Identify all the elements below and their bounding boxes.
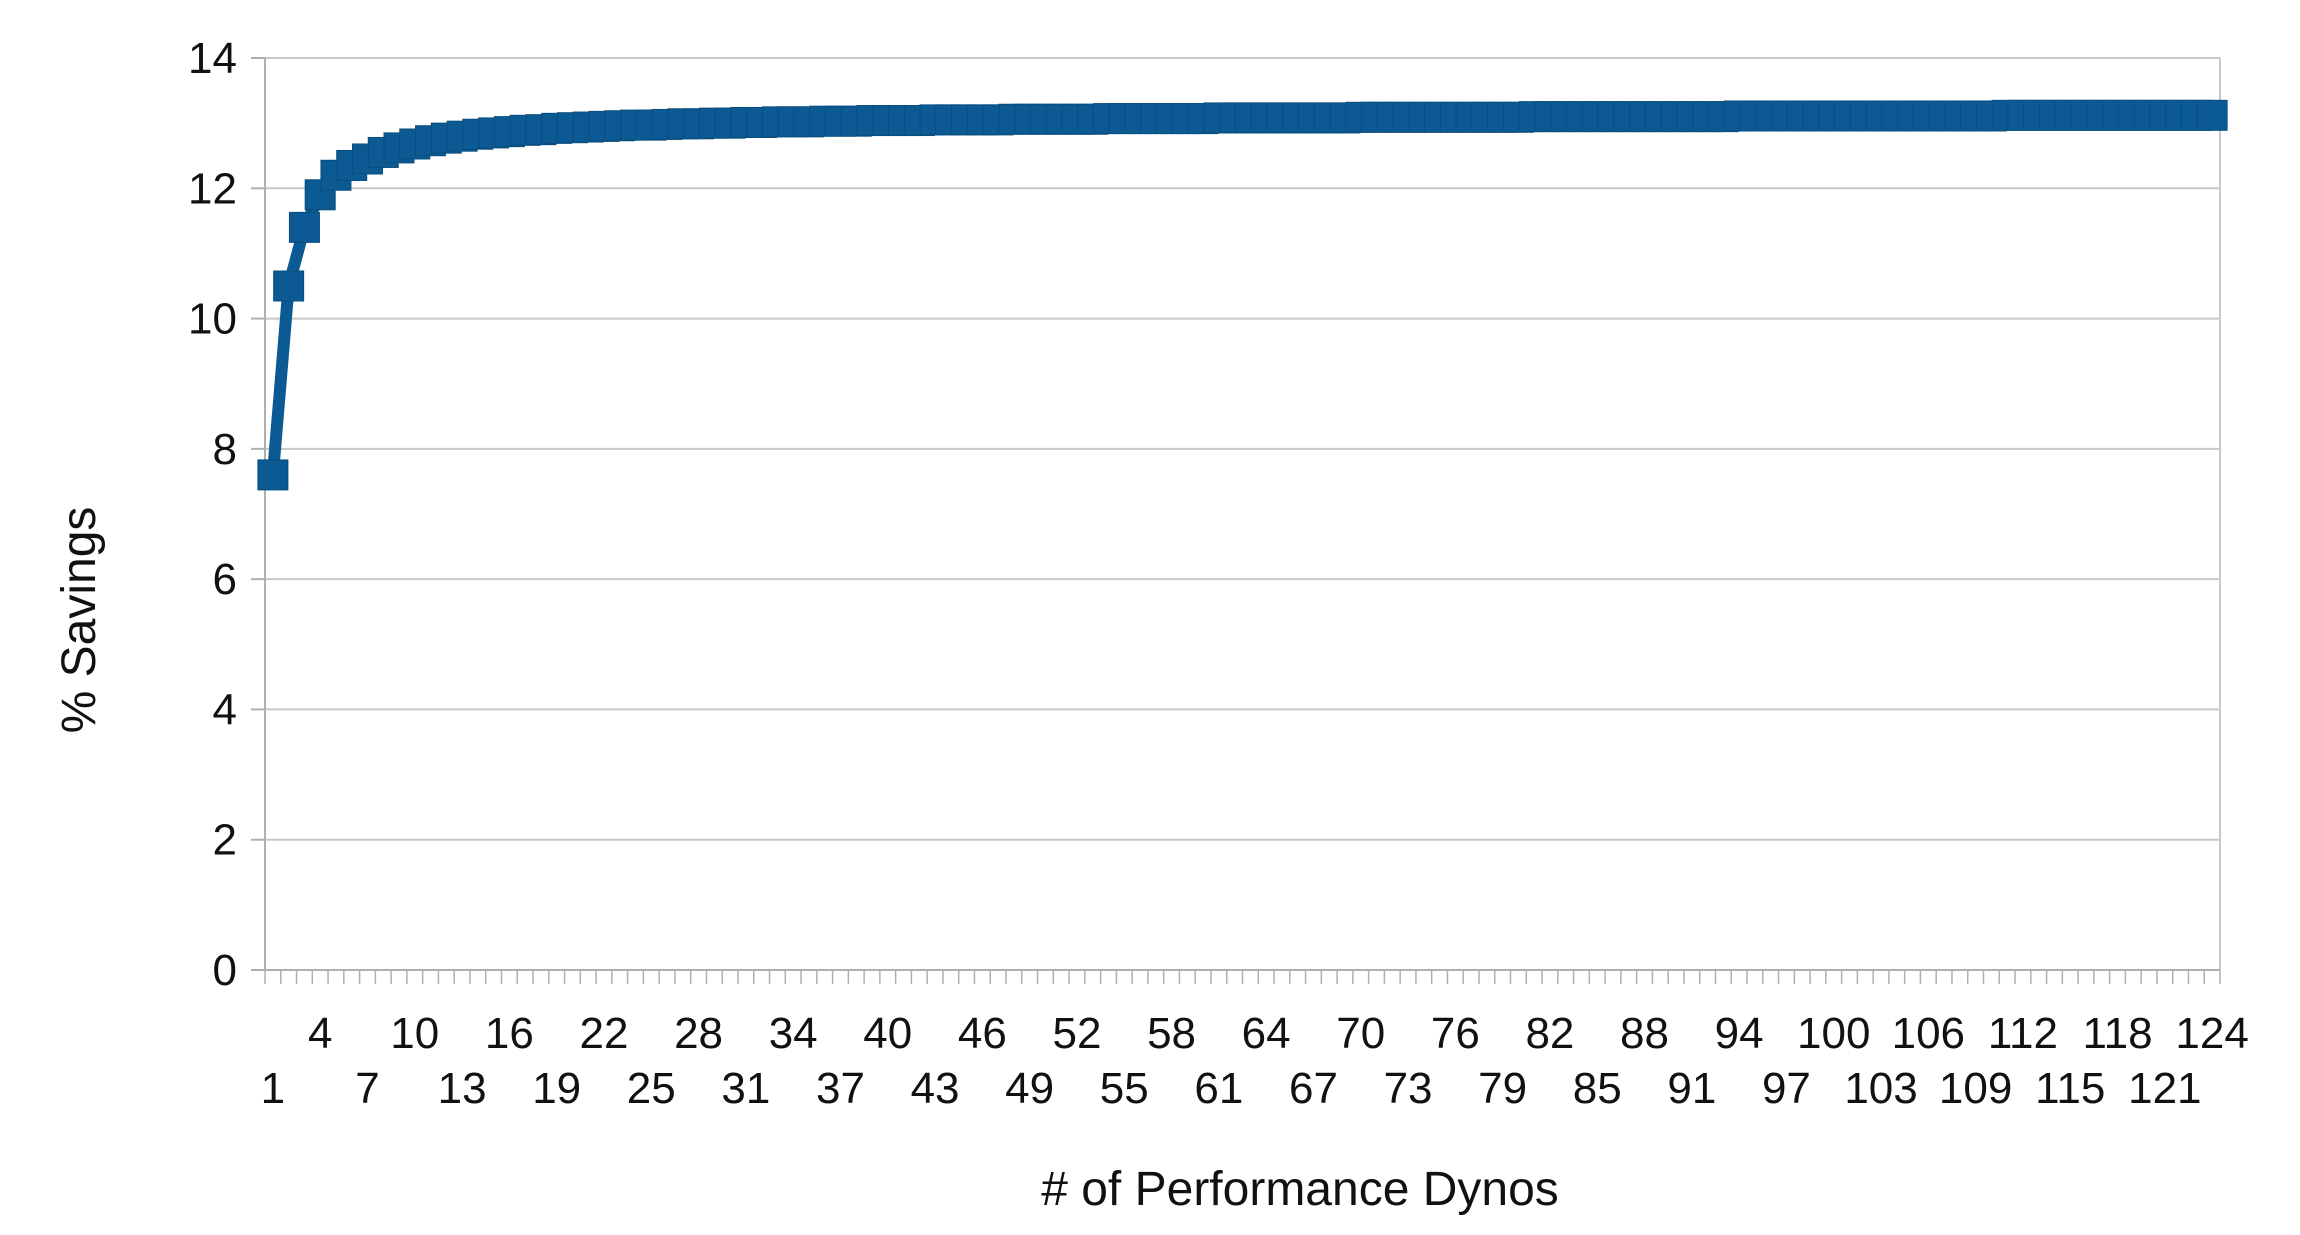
x-tick-label-25: 25 — [627, 1064, 676, 1113]
x-tick-label-58: 58 — [1147, 1009, 1196, 1058]
x-tick-label-40: 40 — [863, 1009, 912, 1058]
x-tick-label-91: 91 — [1667, 1064, 1716, 1113]
data-point-3 — [288, 211, 320, 243]
x-tick-label-49: 49 — [1005, 1064, 1054, 1113]
x-tick-label-85: 85 — [1573, 1064, 1622, 1113]
y-axis-title: % Savings — [53, 507, 106, 734]
x-tick-label-118: 118 — [2082, 1009, 2152, 1058]
x-tick-label-94: 94 — [1715, 1009, 1764, 1058]
x-tick-label-103: 103 — [1844, 1064, 1917, 1113]
x-tick-label-109: 109 — [1939, 1064, 2012, 1113]
x-tick-label-43: 43 — [911, 1064, 960, 1113]
x-tick-labels: 4 10 16 22 28 34 40 46 52 58 64 70 76 82 88 94 100 106 112… — [261, 1009, 2249, 1113]
gridlines — [251, 57, 2220, 971]
y-tick-label-14: 14 — [188, 34, 237, 83]
y-tick-label-10: 10 — [188, 295, 237, 344]
x-tick-label-124: 124 — [2175, 1009, 2248, 1058]
x-tick-label-37: 37 — [816, 1064, 865, 1113]
x-tick-label-28: 28 — [674, 1009, 723, 1058]
axes — [264, 58, 2221, 984]
x-tick-label-31: 31 — [721, 1064, 770, 1113]
x-tick-label-55: 55 — [1100, 1064, 1149, 1113]
x-tick-label-16: 16 — [485, 1009, 534, 1058]
x-tick-label-70: 70 — [1336, 1009, 1385, 1058]
x-tick-label-7: 7 — [355, 1064, 379, 1113]
x-tick-label-67: 67 — [1289, 1064, 1338, 1113]
y-tick-label-2: 2 — [213, 816, 237, 865]
x-tick-label-97: 97 — [1762, 1064, 1811, 1113]
y-tick-label-8: 8 — [213, 425, 237, 474]
x-axis-title: # of Performance Dynos — [1041, 1163, 1559, 1216]
x-tick-label-121: 121 — [2128, 1064, 2201, 1113]
x-tick-label-82: 82 — [1525, 1009, 1574, 1058]
y-tick-labels: 0 2 4 6 8 10 12 14 — [188, 34, 237, 995]
series-line — [266, 109, 2219, 481]
y-tick-label-4: 4 — [213, 685, 237, 734]
x-tick-label-112: 112 — [1988, 1009, 2058, 1058]
y-tick-label-6: 6 — [213, 555, 237, 604]
x-tick-label-115: 115 — [2035, 1064, 2105, 1113]
x-tick-label-79: 79 — [1478, 1064, 1527, 1113]
x-tick-label-4: 4 — [308, 1009, 332, 1058]
x-tick-label-64: 64 — [1242, 1009, 1291, 1058]
data-point-1 — [257, 459, 289, 491]
x-tick-label-10: 10 — [390, 1009, 439, 1058]
y-tick-label-0: 0 — [213, 946, 237, 995]
x-tick-label-100: 100 — [1797, 1009, 1870, 1058]
x-tick-label-22: 22 — [579, 1009, 628, 1058]
x-tick-label-34: 34 — [769, 1009, 818, 1058]
x-tick-label-61: 61 — [1194, 1064, 1243, 1113]
x-tick-label-106: 106 — [1892, 1009, 1965, 1058]
x-tick-label-19: 19 — [532, 1064, 581, 1113]
series-savings — [257, 99, 2228, 491]
x-tick-label-46: 46 — [958, 1009, 1007, 1058]
data-point-2 — [273, 270, 305, 302]
data-point-124 — [2196, 99, 2228, 131]
x-tick-label-1: 1 — [261, 1064, 285, 1113]
x-tick-label-73: 73 — [1384, 1064, 1433, 1113]
x-tick-label-88: 88 — [1620, 1009, 1669, 1058]
y-tick-label-12: 12 — [188, 164, 237, 213]
x-tick-label-52: 52 — [1052, 1009, 1101, 1058]
x-tick-label-13: 13 — [438, 1064, 487, 1113]
x-tick-label-76: 76 — [1431, 1009, 1480, 1058]
